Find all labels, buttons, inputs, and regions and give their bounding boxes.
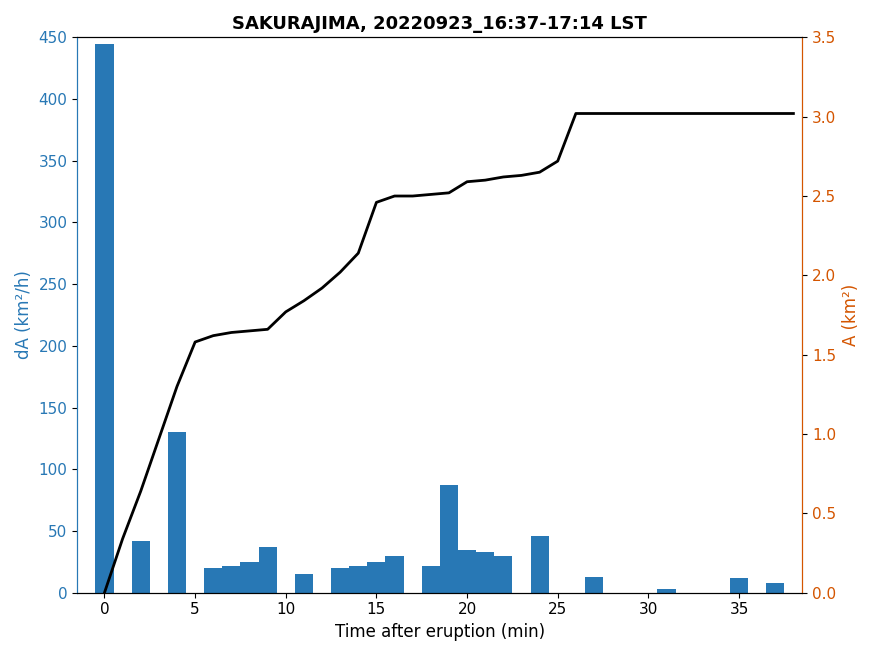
Bar: [530, 536, 549, 593]
Bar: [131, 541, 150, 593]
Title: SAKURAJIMA, 20220923_16:37-17:14 LST: SAKURAJIMA, 20220923_16:37-17:14 LST: [233, 15, 648, 33]
Bar: [259, 547, 276, 593]
Bar: [95, 43, 114, 593]
Bar: [222, 565, 241, 593]
Bar: [204, 568, 222, 593]
Bar: [476, 552, 494, 593]
Y-axis label: A (km²): A (km²): [842, 284, 860, 346]
Bar: [422, 565, 440, 593]
Bar: [295, 574, 313, 593]
Bar: [657, 589, 676, 593]
Bar: [331, 568, 349, 593]
Bar: [386, 556, 403, 593]
Bar: [494, 556, 513, 593]
Bar: [168, 432, 186, 593]
Bar: [241, 562, 259, 593]
Bar: [766, 583, 784, 593]
Bar: [368, 562, 386, 593]
Bar: [458, 550, 476, 593]
Bar: [440, 485, 458, 593]
X-axis label: Time after eruption (min): Time after eruption (min): [335, 623, 545, 641]
Bar: [730, 578, 748, 593]
Y-axis label: dA (km²/h): dA (km²/h): [15, 270, 33, 359]
Bar: [349, 565, 367, 593]
Bar: [584, 577, 603, 593]
